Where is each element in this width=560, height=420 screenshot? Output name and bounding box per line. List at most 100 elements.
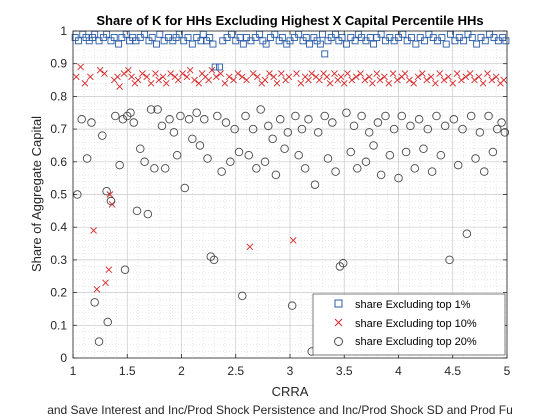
- data-point-x: [246, 243, 254, 251]
- data-point-circle: [150, 164, 159, 173]
- data-point-circle: [397, 111, 407, 121]
- data-point-x: [297, 80, 305, 87]
- series-1: [71, 30, 510, 71]
- data-point-square: [184, 34, 192, 41]
- data-point-circle: [188, 134, 197, 144]
- data-point-circle: [192, 108, 201, 117]
- data-point-circle: [406, 121, 415, 131]
- data-point-x: [230, 76, 237, 84]
- data-point-x: [410, 80, 418, 87]
- data-point-x: [102, 279, 109, 287]
- data-point-circle: [423, 124, 433, 134]
- y-axis-label: Share of Aggregate Capital: [29, 116, 44, 272]
- data-point-circle: [427, 167, 437, 176]
- data-point-x: [406, 76, 413, 84]
- data-point-x: [90, 227, 97, 234]
- data-point-circle: [320, 111, 329, 121]
- data-point-circle: [90, 298, 99, 307]
- data-point-x: [340, 80, 348, 87]
- data-point-x: [205, 76, 212, 84]
- data-point-x: [208, 66, 216, 74]
- data-point-circle: [115, 160, 124, 170]
- data-point-x: [106, 191, 114, 198]
- x-tick-label: 1: [70, 364, 77, 378]
- data-point-circle: [132, 206, 142, 216]
- data-point-x: [101, 70, 108, 77]
- data-point-circle: [291, 111, 300, 121]
- data-point-circle: [264, 121, 273, 131]
- data-point-circle: [94, 337, 104, 346]
- data-point-circle: [157, 121, 167, 131]
- data-point-x: [453, 70, 461, 77]
- data-point-circle: [176, 111, 185, 121]
- y-tick-label: 0: [60, 351, 67, 365]
- data-point-x: [273, 80, 281, 87]
- data-point-x: [116, 83, 123, 90]
- data-point-x: [369, 80, 376, 87]
- data-point-x: [87, 73, 94, 81]
- data-point-x: [221, 80, 229, 87]
- data-point-square: [366, 34, 374, 41]
- data-point-x: [462, 73, 470, 81]
- data-point-circle: [103, 317, 112, 327]
- data-point-square: [306, 40, 313, 48]
- data-point-circle: [153, 105, 162, 114]
- data-point-circle: [287, 301, 297, 310]
- figure-caption: and Save Interest and Inc/Prod Shock Per…: [47, 403, 513, 417]
- data-point-square: [421, 37, 428, 45]
- data-point-circle: [143, 209, 153, 219]
- data-point-x: [500, 76, 508, 84]
- data-point-circle: [497, 118, 506, 127]
- data-point-circle: [102, 186, 111, 196]
- data-point-square: [438, 34, 446, 41]
- data-point-circle: [238, 291, 247, 301]
- data-point-circle: [342, 108, 351, 117]
- y-tick-label: 0.8: [50, 89, 67, 103]
- data-point-x: [373, 70, 381, 77]
- data-point-x: [323, 73, 331, 81]
- data-point-x: [385, 80, 393, 87]
- data-point-circle: [256, 105, 265, 114]
- data-point-x: [191, 76, 198, 84]
- data-point-x: [484, 70, 491, 77]
- data-point-x: [195, 80, 203, 87]
- data-point-x: [432, 80, 439, 87]
- data-point-square: [468, 34, 476, 41]
- y-tick-label: 0.9: [50, 57, 67, 71]
- legend-marker-square: [334, 299, 343, 308]
- data-point-circle: [160, 164, 170, 173]
- data-point-square: [351, 37, 359, 45]
- data-point-x: [143, 73, 151, 81]
- data-point-circle: [410, 164, 420, 173]
- data-point-circle: [146, 105, 156, 114]
- data-point-x: [261, 76, 269, 84]
- data-point-x: [357, 70, 364, 77]
- data-point-square: [321, 50, 329, 58]
- data-point-x: [249, 70, 257, 77]
- x-tick-label: 2.5: [227, 364, 244, 378]
- y-tick-label: 0.7: [50, 122, 67, 136]
- legend-label-top1: share Excluding top 1%: [355, 299, 471, 311]
- data-point-circle: [87, 118, 96, 127]
- data-point-circle: [445, 255, 454, 265]
- data-point-x: [254, 73, 261, 81]
- data-point-x: [289, 236, 297, 244]
- data-point-circle: [172, 151, 182, 160]
- data-point-circle: [200, 115, 209, 124]
- y-tick-label: 0.1: [50, 318, 67, 332]
- data-point-x: [436, 70, 444, 77]
- data-point-x: [72, 73, 80, 81]
- data-point-circle: [206, 252, 216, 261]
- data-point-circle: [275, 115, 285, 124]
- data-point-x: [120, 70, 128, 77]
- data-point-circle: [453, 160, 463, 170]
- data-point-square: [338, 34, 346, 41]
- data-point-circle: [458, 124, 467, 134]
- data-point-circle: [414, 115, 424, 124]
- data-point-circle: [313, 128, 323, 137]
- data-point-x: [155, 76, 163, 84]
- data-point-square: [110, 34, 118, 41]
- data-point-x: [105, 266, 113, 274]
- data-point-circle: [500, 128, 510, 137]
